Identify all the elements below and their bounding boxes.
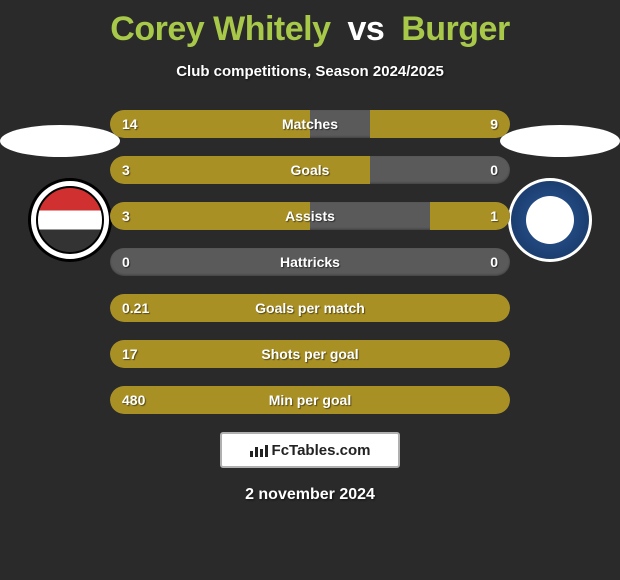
comparison-bars: 149Matches 30Goals 31Assists 00Hattricks 0.2… [110, 110, 510, 414]
team1-crest-inner [36, 186, 104, 254]
stat-row: 31Assists [110, 202, 510, 230]
team1-crest [28, 178, 112, 262]
stat-label: Shots per goal [110, 340, 510, 368]
team2-crest-inner [526, 196, 574, 244]
header: Corey Whitely vs Burger Club competition… [0, 0, 620, 80]
brand-logo: FcTables.com [220, 432, 400, 468]
stat-label: Goals [110, 156, 510, 184]
stat-row: 480Min per goal [110, 386, 510, 414]
footer-date: 2 november 2024 [0, 486, 620, 504]
brand-text: FcTables.com [272, 442, 371, 459]
right-oval-decoration [500, 125, 620, 157]
stat-row: 00Hattricks [110, 248, 510, 276]
subtitle: Club competitions, Season 2024/2025 [0, 63, 620, 80]
stat-row: 149Matches [110, 110, 510, 138]
stat-row: 0.21Goals per match [110, 294, 510, 322]
player2-name: Burger [401, 10, 509, 48]
stat-label: Matches [110, 110, 510, 138]
stat-row: 17Shots per goal [110, 340, 510, 368]
stat-row: 30Goals [110, 156, 510, 184]
stat-label: Goals per match [110, 294, 510, 322]
left-oval-decoration [0, 125, 120, 157]
stat-label: Min per goal [110, 386, 510, 414]
vs-text: vs [347, 10, 384, 48]
team2-crest [508, 178, 592, 262]
chart-icon [250, 443, 268, 457]
player1-name: Corey Whitely [110, 10, 330, 48]
stat-label: Hattricks [110, 248, 510, 276]
page-title: Corey Whitely vs Burger [0, 10, 620, 49]
stat-label: Assists [110, 202, 510, 230]
